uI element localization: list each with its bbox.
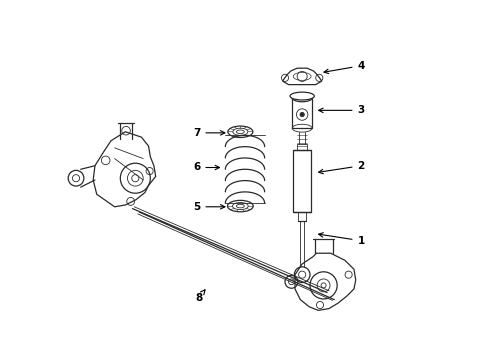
Bar	[297, 144, 307, 150]
Text: 1: 1	[318, 233, 365, 246]
Ellipse shape	[292, 94, 312, 102]
Text: 5: 5	[193, 202, 225, 212]
Text: 7: 7	[193, 128, 225, 138]
Text: 2: 2	[318, 161, 365, 174]
Bar	[298, 212, 306, 221]
Text: 3: 3	[318, 105, 365, 115]
Circle shape	[300, 112, 304, 117]
Ellipse shape	[290, 92, 314, 100]
Text: 6: 6	[193, 162, 220, 172]
Text: 4: 4	[324, 61, 365, 73]
Text: 8: 8	[195, 290, 205, 303]
Bar	[293, 150, 311, 212]
Bar	[292, 98, 312, 128]
